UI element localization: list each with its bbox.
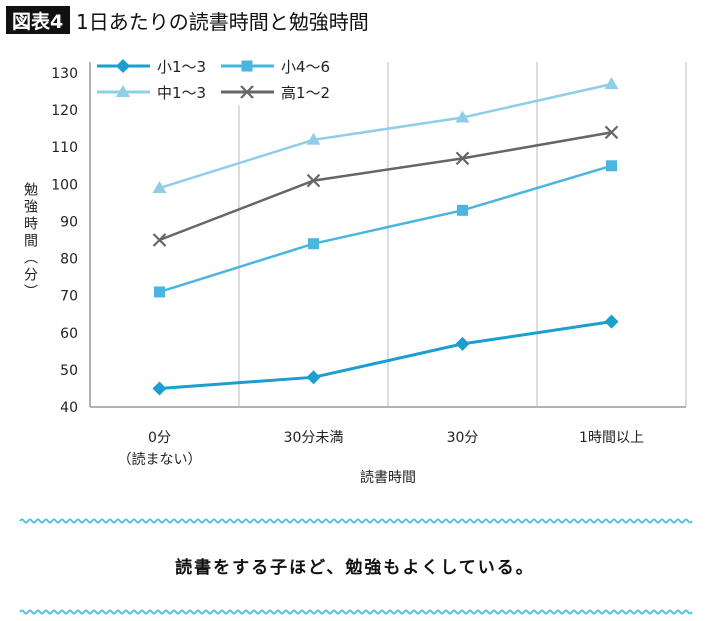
legend-label: 中1～3 [157, 84, 206, 102]
legend-item: 小4～6 [221, 58, 330, 76]
series-path [159, 82, 612, 190]
data-point [241, 60, 253, 72]
legend-item: 小1～3 [97, 58, 206, 76]
y-tick-label: 90 [60, 214, 78, 230]
summary-message: 読書をする子ほど、勉強もよくしている。 [175, 557, 535, 578]
y-tick-label: 100 [51, 177, 78, 193]
data-point [306, 370, 321, 385]
x-tick-label: 30分 [447, 430, 479, 446]
legend-item: 中1～3 [97, 84, 206, 102]
legend-label: 小4～6 [281, 58, 330, 76]
y-tick-label: 50 [60, 363, 78, 379]
series-path [159, 320, 612, 390]
data-point [152, 181, 167, 194]
series-path [159, 164, 612, 294]
y-tick-label: 60 [60, 326, 78, 342]
data-point [604, 314, 619, 329]
chart-title: 1日あたりの読書時間と勉強時間 [76, 10, 369, 34]
y-tick-label: 110 [51, 140, 78, 156]
badge-bg [6, 6, 70, 34]
series-line [152, 77, 619, 194]
y-tick-label: 130 [51, 66, 78, 82]
data-point [240, 85, 254, 99]
y-tick-label: 80 [60, 252, 78, 268]
data-point [306, 132, 321, 145]
data-point [116, 85, 130, 97]
y-tick-label: 70 [60, 289, 78, 305]
data-point [455, 336, 470, 351]
data-point [455, 110, 470, 123]
series-line [152, 314, 619, 396]
data-point [116, 59, 130, 73]
y-axis-label: 勉強時間（分） [22, 182, 38, 301]
series-line [152, 125, 619, 247]
data-point [604, 77, 619, 90]
data-point [154, 286, 165, 298]
y-tick-label: 120 [51, 103, 78, 119]
legend-label: 小1～3 [157, 58, 206, 76]
data-point [606, 160, 617, 172]
wave-divider [19, 518, 693, 524]
figure-badge: 図表4 [12, 10, 63, 33]
x-tick-label: 30分未満 [284, 430, 344, 446]
legend-label: 高1～2 [281, 84, 330, 102]
data-point [152, 381, 167, 396]
data-point [308, 238, 319, 250]
x-tick-label: 1時間以上 [579, 430, 644, 446]
x-tick-label: （読まない） [118, 451, 202, 468]
series-path [159, 131, 612, 242]
legend-item: 高1～2 [221, 84, 330, 102]
data-point [306, 173, 321, 188]
x-tick-label: 0分 [148, 430, 171, 446]
series-line [154, 160, 617, 298]
data-point [455, 151, 470, 166]
data-point [152, 233, 167, 247]
wave-divider [19, 609, 693, 615]
y-tick-label: 40 [60, 400, 78, 416]
data-point [604, 125, 619, 140]
data-point [457, 204, 468, 216]
x-axis-label: 読書時間 [360, 469, 416, 486]
